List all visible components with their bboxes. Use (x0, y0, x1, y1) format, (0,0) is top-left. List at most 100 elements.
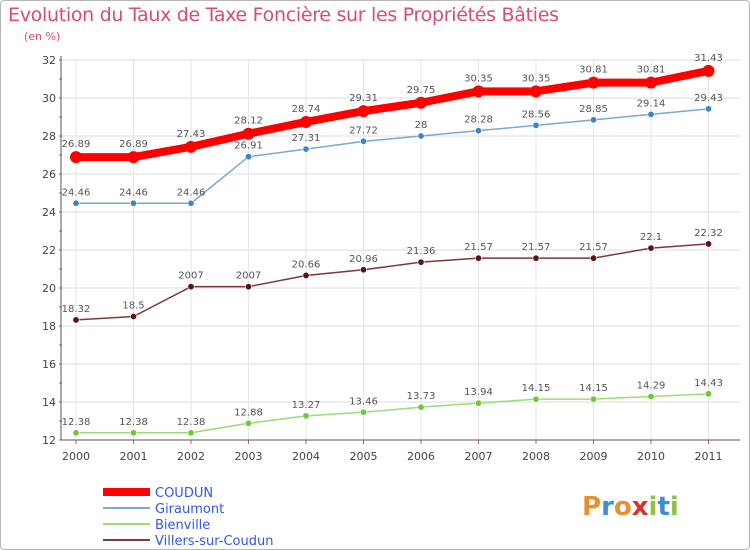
data-label: 28.85 (579, 104, 608, 115)
data-label: 24.46 (119, 187, 148, 198)
data-point (415, 96, 427, 109)
data-point (359, 408, 367, 416)
data-label: 12.38 (177, 417, 206, 428)
data-point (474, 127, 482, 135)
data-label: 28.56 (522, 109, 551, 120)
data-point (589, 116, 597, 124)
data-label: 30.81 (579, 65, 608, 76)
data-point (645, 76, 657, 89)
data-label: 29.31 (349, 93, 378, 104)
y-tick-label: 12 (42, 434, 56, 447)
x-tick-label: 2008 (522, 450, 550, 463)
legend-label: Villers-sur-Coudun (155, 534, 273, 549)
data-point (472, 85, 485, 98)
data-label: 28.28 (464, 115, 493, 126)
series-line-bienville (75, 393, 710, 434)
data-label: 14.15 (579, 383, 608, 394)
x-tick-label: 2005 (350, 450, 378, 463)
chart-title: Evolution du Taux de Taxe Foncière sur l… (8, 4, 559, 26)
data-point (589, 254, 597, 262)
data-point (245, 153, 253, 161)
data-point (417, 403, 425, 411)
data-point (130, 312, 138, 320)
data-label: 12.38 (62, 417, 91, 428)
data-point (130, 199, 138, 207)
data-label: 21.57 (464, 242, 493, 253)
data-label: 27.31 (292, 133, 321, 144)
data-point (589, 395, 597, 403)
y-tick-label: 26 (42, 168, 56, 181)
data-point (704, 240, 712, 248)
data-label: 18.32 (62, 304, 91, 315)
x-tick-label: 2007 (465, 450, 493, 463)
data-label: 14.29 (637, 380, 666, 391)
y-tick-label: 18 (42, 320, 56, 333)
data-point (187, 429, 195, 437)
logo-letter: x (631, 492, 649, 522)
x-tick-label: 2010 (637, 450, 665, 463)
y-tick-label: 24 (42, 206, 56, 219)
x-tick-label: 2003 (235, 450, 263, 463)
data-label: 26.89 (119, 139, 148, 150)
data-label: 14.15 (522, 383, 551, 394)
data-point (704, 390, 712, 398)
data-label: 26.89 (62, 139, 91, 150)
y-tick-label: 28 (42, 130, 56, 143)
data-label: 24.46 (177, 187, 206, 198)
legend-label: Giraumont (155, 502, 224, 517)
data-point (302, 271, 310, 279)
data-point (359, 266, 367, 274)
data-label: 20.66 (292, 259, 321, 270)
data-point (300, 115, 312, 128)
data-label: 20.96 (349, 254, 378, 265)
data-point (587, 76, 600, 89)
series-lines (70, 64, 715, 437)
y-tick-label: 20 (42, 282, 56, 295)
logo-letter: i (648, 492, 658, 522)
data-point (702, 64, 715, 77)
data-label: 27.72 (349, 125, 378, 136)
x-tick-label: 2006 (407, 450, 435, 463)
data-label: 28 (415, 120, 428, 131)
data-point (72, 429, 80, 437)
tick-labels: 12 14 16 18 20 22 24 26 28 30 32 2000 2001 2002 2003 20… (42, 54, 723, 463)
data-label: 12.38 (119, 417, 148, 428)
y-tick-label: 14 (42, 396, 56, 409)
data-label: 21.57 (579, 242, 608, 253)
data-label: 22.1 (640, 232, 662, 243)
data-label: 29.75 (407, 85, 436, 96)
data-point (474, 399, 482, 407)
x-tick-label: 2002 (177, 450, 205, 463)
data-label: 27.43 (177, 129, 206, 140)
data-label: 2007 (236, 271, 261, 282)
data-label: 21.57 (522, 242, 551, 253)
x-tick-label: 2001 (120, 450, 148, 463)
data-point (359, 137, 367, 145)
logo-letter: o (613, 492, 632, 522)
data-point (417, 132, 425, 140)
data-point (647, 244, 655, 252)
data-point (130, 429, 138, 437)
data-point (357, 105, 370, 118)
data-point (704, 105, 712, 113)
logo-letter: P (582, 492, 602, 522)
logo-letter: i (669, 492, 679, 522)
data-label: 13.73 (407, 391, 436, 402)
axes (59, 56, 740, 444)
data-point (72, 199, 80, 207)
data-point (532, 121, 540, 129)
series-line-villers-sur-coudun (75, 243, 710, 321)
data-point (127, 151, 140, 164)
series-line-coudun (72, 66, 713, 162)
logo-letter: r (601, 492, 614, 522)
data-label: 28.12 (234, 116, 263, 127)
legend-label: Bienville (155, 518, 210, 533)
data-label: 30.35 (522, 73, 551, 84)
series-line-giraumont (75, 108, 710, 205)
data-point (72, 316, 80, 324)
data-point (242, 127, 255, 140)
y-tick-label: 30 (42, 92, 56, 105)
data-point (185, 140, 197, 153)
data-point (530, 85, 542, 98)
